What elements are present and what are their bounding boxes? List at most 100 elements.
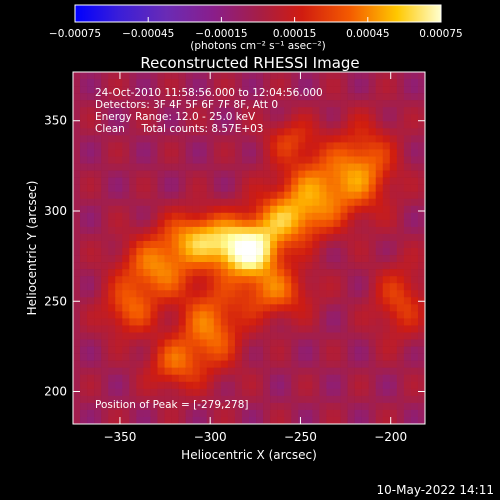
heatmap-cell [150,381,158,390]
heatmap-cell [354,381,362,390]
heatmap-cell [389,107,398,115]
heatmap-cell [192,121,201,129]
heatmap-cell [213,100,222,108]
heatmap-cell [192,332,201,340]
heatmap-cell [305,114,313,122]
heatmap-cell [143,121,151,129]
heatmap-cell [403,367,412,376]
heatmap-cell [136,297,144,305]
heatmap-cell [157,416,165,425]
heatmap-cell [256,86,264,94]
heatmap-cell [136,381,144,390]
heatmap-cell [375,107,384,115]
heatmap-cell [213,388,222,397]
heatmap-cell [368,219,377,228]
heatmap-cell [354,93,362,101]
heatmap-cell [340,346,348,354]
heatmap-cell [396,276,405,284]
colorbar-tick-label: −0.00045 [122,28,174,40]
heatmap-cell [256,290,264,298]
heatmap-cell [312,170,320,178]
heatmap-cell [410,191,419,200]
heatmap-cell [347,409,355,418]
heatmap-cell [192,297,201,305]
heatmap-cell [312,212,320,221]
heatmap-cell [354,395,362,404]
heatmap-cell [206,388,215,397]
heatmap-cell [382,72,391,80]
heatmap-cell [94,332,102,340]
heatmap-cell [396,290,405,298]
heatmap-cell [263,367,271,376]
heatmap-cell [298,283,306,291]
heatmap-cell [368,170,377,178]
heatmap-cell [396,240,405,249]
heatmap-cell [354,149,362,157]
heatmap-cell [249,297,257,305]
heatmap-cell [319,269,327,277]
heatmap-cell [122,395,130,404]
heatmap-cell [150,205,158,214]
heatmap-cell [305,381,313,390]
heatmap-cell [234,304,243,312]
heatmap-cell [347,374,355,383]
heatmap-cell [312,318,320,326]
heatmap-cell [249,149,257,157]
heatmap-cell [410,128,419,136]
heatmap-cell [347,304,355,312]
heatmap-cell [213,135,222,143]
heatmap-cell [333,205,341,214]
heatmap-cell [298,198,306,207]
colorbar: −0.00075 −0.00045 −0.00015 0.00015 0.00045 0.… [49,4,463,52]
heatmap-cell [410,283,419,291]
heatmap-cell [178,318,186,326]
heatmap-cell [143,290,151,298]
heatmap-cell [227,142,236,150]
heatmap-cell [192,304,201,312]
heatmap-cell [340,339,348,347]
heatmap-cell [206,332,215,340]
heatmap-cell [270,100,278,108]
heatmap-cell [249,381,257,390]
heatmap-cell [410,79,419,87]
heatmap-cell [410,269,419,277]
heatmap-cell [129,79,137,87]
heatmap-cell [389,114,398,122]
heatmap-cell [122,121,130,129]
heatmap-cell [305,374,313,383]
heatmap-cell [213,332,222,340]
heatmap-cell [164,72,172,80]
heatmap-cell [263,255,271,263]
heatmap-cell [234,184,243,192]
heatmap-cell [333,107,341,115]
heatmap-cell [326,191,334,200]
heatmap-cell [143,339,151,347]
heatmap-cell [333,226,341,235]
heatmap-cell [333,402,341,411]
heatmap-cell [326,283,334,291]
heatmap-cell [80,72,88,80]
heatmap-cell [417,240,426,249]
heatmap-cell [361,128,369,136]
heatmap-cell [143,107,151,115]
heatmap-cell [199,170,208,178]
heatmap-cell [263,100,271,108]
heatmap-cell [291,353,299,361]
heatmap-cell [234,198,243,207]
heatmap-cell [291,381,299,390]
heatmap-cell [256,416,264,425]
heatmap-cell [192,346,201,354]
heatmap-cell [249,409,257,418]
heatmap-cell [129,332,137,340]
heatmap-cell [101,360,109,368]
heatmap-cell [150,395,158,404]
heatmap-cell [368,269,377,277]
heatmap-cell [213,128,222,136]
heatmap-cell [220,381,229,390]
heatmap-cell [164,184,172,192]
heatmap-cell [298,156,306,164]
heatmap-cell [220,184,229,192]
heatmap-cell [150,269,158,277]
heatmap-cell [227,332,236,340]
heatmap-cell [157,219,165,228]
